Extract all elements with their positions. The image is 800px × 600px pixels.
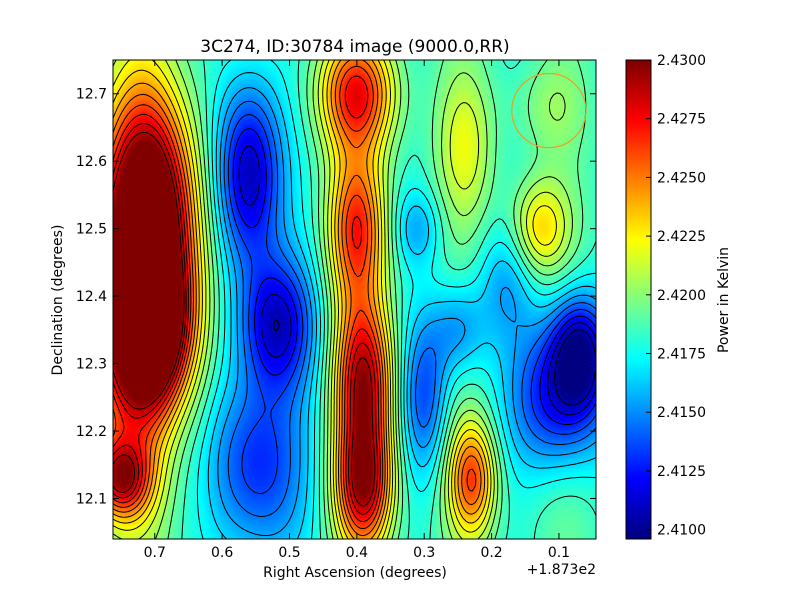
y-tick-label: 12.1	[76, 492, 107, 508]
colorbar-tick-label: 2.4275	[657, 112, 706, 128]
x-tick-label: 0.5	[278, 545, 300, 561]
chart-title: 3C274, ID:30784 image (9000.0,RR)	[200, 37, 509, 57]
colorbar-tick-label: 2.4175	[657, 347, 706, 363]
x-axis-ticks: 0.7 0.6 0.5 0.4 0.3 0.2 0.1	[144, 60, 570, 561]
colorbar-tick-label: 2.4100	[657, 523, 706, 539]
y-tick-label: 12.4	[76, 289, 107, 305]
x-axis-label: Right Ascension (degrees)	[263, 565, 447, 581]
contour-lines	[112, 59, 597, 540]
colorbar-ticks: 2.4100 2.4125 2.4150 2.4175 2.4200 2.4225 2.42…	[646, 53, 706, 539]
contour-path	[112, 59, 597, 540]
colorbar-tick-label: 2.4300	[657, 53, 706, 69]
y-tick-label: 12.5	[76, 222, 107, 238]
x-tick-label: 0.6	[211, 545, 233, 561]
y-tick-label: 12.6	[76, 154, 107, 170]
beam-marker	[511, 72, 587, 149]
y-tick-label: 12.7	[76, 87, 107, 103]
y-axis-label: Declination (degrees)	[50, 225, 66, 376]
colorbar-tick-label: 2.4250	[657, 170, 706, 186]
y-axis-ticks: 12.1 12.2 12.3 12.4 12.5 12.6 12.7	[76, 87, 596, 508]
y-tick-label: 12.2	[76, 424, 107, 440]
plot-area: 0.7 0.6 0.5 0.4 0.3 0.2 0.1 12.112.212.312.412…	[76, 59, 597, 561]
colorbar-frame	[625, 59, 652, 540]
heatmap-image	[113, 60, 596, 539]
y-tick-label: 12.3	[76, 357, 107, 373]
colorbar-label: Power in Kelvin	[716, 247, 732, 353]
colorbar-tick-label: 2.4225	[657, 229, 706, 245]
x-tick-label: 0.1	[548, 545, 570, 561]
x-offset-label: +1.873e2	[527, 562, 596, 578]
colorbar-tick-label: 2.4125	[657, 464, 706, 480]
x-tick-label: 0.2	[480, 545, 502, 561]
colorbar-gradient	[626, 60, 651, 539]
colorbar-tick-label: 2.4200	[657, 288, 706, 304]
plot-frame	[112, 59, 597, 540]
x-tick-label: 0.7	[144, 545, 166, 561]
colorbar-tick-label: 2.4150	[657, 405, 706, 421]
colorbar: 2.4100 2.4125 2.4150 2.4175 2.4200 2.4225 2.42…	[625, 53, 732, 540]
x-tick-label: 0.4	[346, 545, 368, 561]
x-tick-label: 0.3	[413, 545, 435, 561]
